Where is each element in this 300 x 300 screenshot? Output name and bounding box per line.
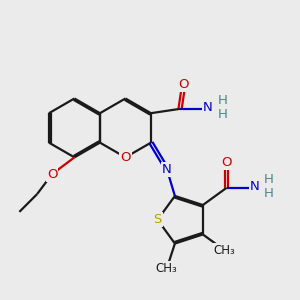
- Text: H: H: [264, 173, 274, 186]
- Text: N: N: [162, 163, 172, 176]
- Text: S: S: [153, 213, 162, 226]
- Text: N: N: [250, 180, 260, 193]
- Text: O: O: [47, 168, 57, 181]
- Text: O: O: [221, 156, 232, 169]
- Text: O: O: [178, 78, 189, 91]
- Text: O: O: [120, 151, 131, 164]
- Text: N: N: [203, 101, 213, 114]
- Text: H: H: [218, 94, 227, 107]
- Text: CH₃: CH₃: [156, 262, 178, 275]
- Text: H: H: [264, 187, 274, 200]
- Text: H: H: [218, 108, 227, 121]
- Text: CH₃: CH₃: [213, 244, 235, 256]
